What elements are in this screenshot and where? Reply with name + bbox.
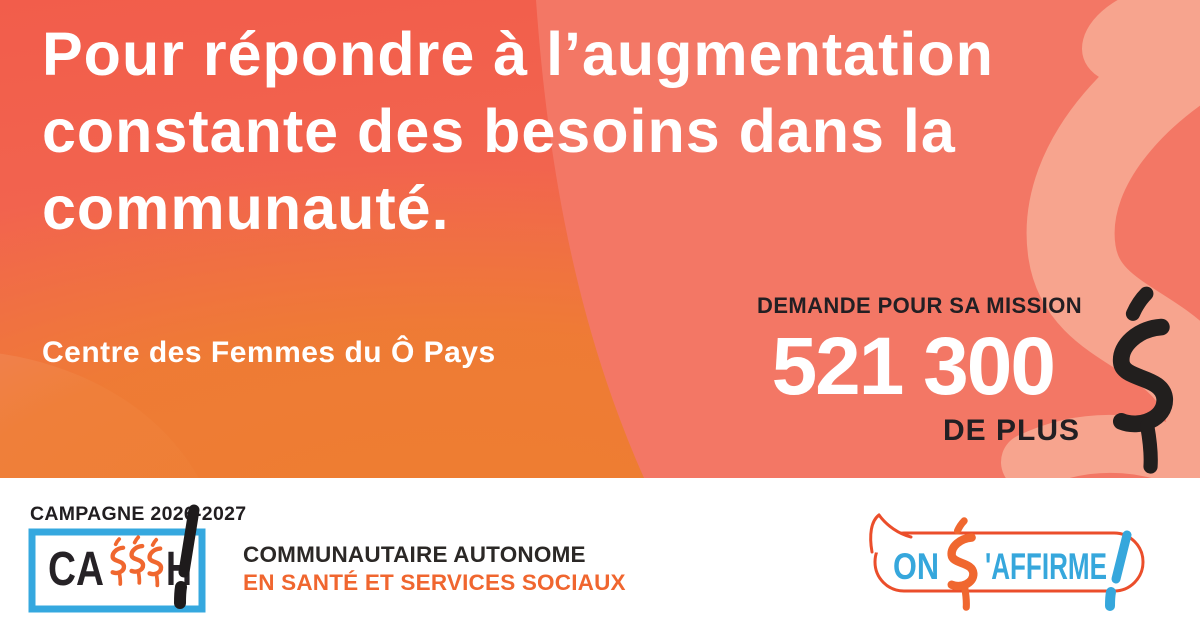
affirme-exclamation-icon — [1105, 530, 1132, 611]
tagline-line1: COMMUNAUTAIRE AUTONOME — [243, 542, 586, 567]
casssh-text-ca: CA — [48, 543, 104, 596]
headline: Pour répondre à l’augmentation constante… — [42, 16, 1142, 247]
speech-bubble-tail — [869, 513, 913, 554]
on-saffirme-logo: ON 'AFFIRME — [869, 513, 1145, 611]
stat-label: DEMANDE POUR SA MISSION — [757, 293, 1082, 318]
brush-dollar-icon — [1086, 282, 1190, 474]
stat-amount: 521 300 — [771, 321, 1056, 412]
org-name: Centre des Femmes du Ô Pays — [42, 336, 496, 369]
casssh-logo: CA H — [28, 504, 206, 613]
speech-bubble-tail-fill — [870, 515, 911, 555]
top-right-blob-shape — [1082, 0, 1200, 86]
headline-line: constante des besoins dans la — [42, 97, 956, 165]
background-art — [0, 0, 1200, 478]
headline-line: communauté. — [42, 174, 450, 242]
casssh-exclamation-icon — [174, 504, 200, 609]
footer-bar: CAMPAGNE 2026-2027 CA H COMMUNAUTAIRE AU… — [0, 478, 1200, 630]
affirme-text-rest: 'AFFIRME — [985, 546, 1107, 587]
affirme-text-on: ON — [893, 546, 939, 587]
stat-block: DEMANDE POUR SA MISSION 521 300 DE PLUS — [757, 293, 1082, 448]
hero-banner: Pour répondre à l’augmentation constante… — [0, 0, 1200, 478]
tagline: COMMUNAUTAIRE AUTONOME EN SANTÉ ET SERVI… — [243, 541, 626, 597]
headline-line: Pour répondre à l’augmentation — [42, 20, 994, 88]
tagline-line2: EN SANTÉ ET SERVICES SOCIAUX — [243, 570, 626, 595]
light-circle-shape — [536, 0, 1200, 478]
speech-bubble — [873, 531, 1145, 593]
stat-suffix: DE PLUS — [942, 414, 1080, 447]
